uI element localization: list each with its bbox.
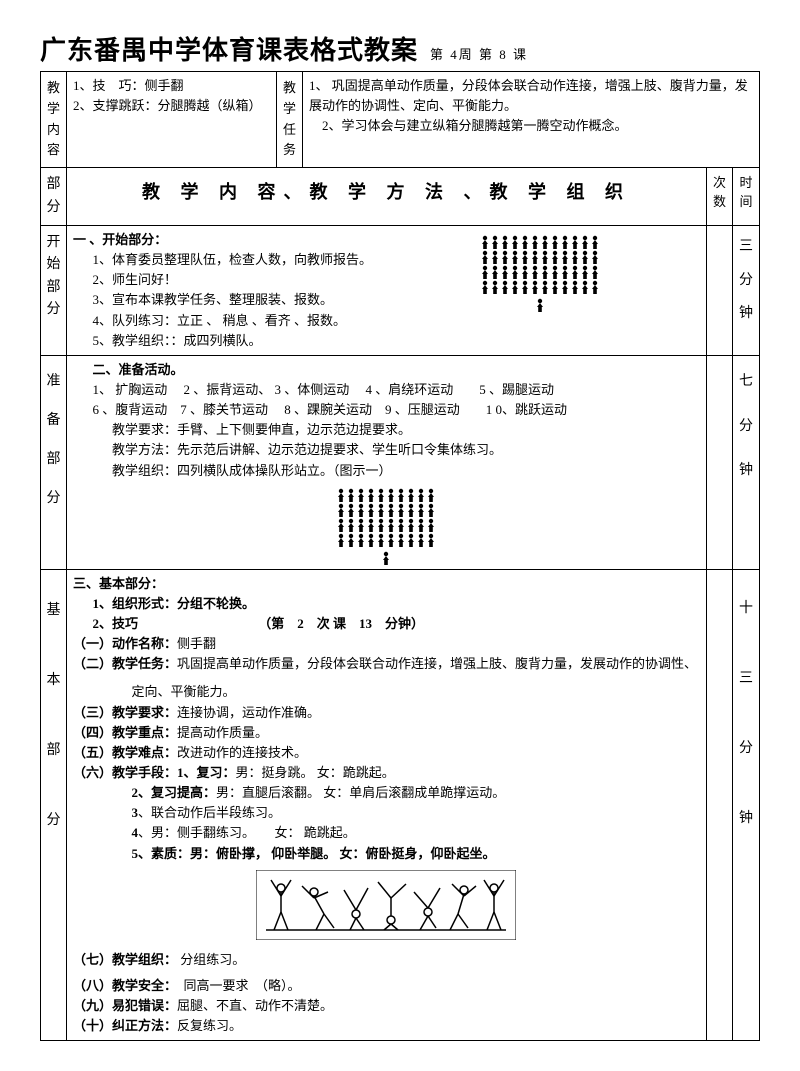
prep-req: 教学要求：手臂、上下侧要伸直，边示范边提要求。: [73, 420, 700, 440]
formation-diagram-1: [380, 234, 700, 312]
prep-content: 二、准备活动。 1、 扩胸运动 2 、振背运动、 3 、体侧运动 4 、肩绕环运…: [67, 355, 707, 569]
lesson-plan-table: 教学内容 1、技 巧：侧手翻 2、支撑跳跃：分腿腾越（纵箱） 教学任务 1、 巩…: [40, 71, 760, 1041]
basic-label: 基本部分: [41, 569, 67, 1041]
prep-org: 教学组织：四列横队成体操队形站立。（图示一）: [73, 461, 700, 481]
basic-l1: 1、组织形式：分组不轮换。: [73, 594, 700, 614]
basic-p7: （七）教学组织： 分组练习。: [73, 950, 700, 970]
prep-count: [706, 355, 732, 569]
col-part: 部分: [41, 168, 67, 226]
col-count: 次数: [706, 168, 732, 226]
cartwheel-diagram: [256, 870, 516, 940]
basic-p6b: 2、复习提高：男：直腿后滚翻。 女：单肩后滚翻成单跪撑运动。: [73, 783, 700, 803]
start-item: 3、宣布本课教学任务、整理服装、报数。: [73, 290, 380, 310]
basic-p6d: 4、男：侧手翻练习。 女： 跪跳起。: [73, 823, 700, 843]
basic-p1: （一）动作名称：侧手翻: [73, 634, 700, 654]
prep-exercises: 1、 扩胸运动 2 、振背运动、 3 、体侧运动 4 、肩绕环运动 5 、踢腿运…: [73, 380, 700, 420]
start-item: 4、队列练习：立正 、 稍息 、看齐 、报数。: [73, 311, 380, 331]
basic-title: 三、基本部分：: [73, 574, 700, 594]
basic-p2c: 定向、平衡能力。: [73, 682, 700, 702]
teaching-task-label: 教学任务: [277, 72, 303, 168]
basic-content: 三、基本部分： 1、组织形式：分组不轮换。 2、技巧 （第 2 次 课 13 分…: [67, 569, 707, 1041]
start-time: 三分钟: [733, 225, 760, 355]
lesson: 第 8 课: [479, 47, 528, 62]
basic-l2: 2、技巧: [93, 616, 139, 631]
basic-p8: （八）教学安全： 同高一要求 （略）。: [73, 976, 700, 996]
subtitle: 第 4周 第 8 课: [430, 44, 528, 63]
basic-p6c: 3、联合动作后半段练习。: [73, 803, 700, 823]
prep-title: 二、准备活动。: [73, 360, 700, 380]
col-time: 时间: [733, 168, 760, 226]
teaching-content-text: 1、技 巧：侧手翻 2、支撑跳跃：分腿腾越（纵箱）: [73, 76, 270, 116]
basic-p3: （三）教学要求：连接协调，运动作准确。: [73, 703, 700, 723]
start-content: 一 、开始部分： 1、体育委员整理队伍，检查人数，向教师报告。 2、师生问好！ …: [67, 225, 707, 355]
prep-method: 教学方法：先示范后讲解、边示范边提要求、学生听口令集体练习。: [73, 440, 700, 460]
basic-p4: （四）教学重点：提高动作质量。: [73, 723, 700, 743]
start-count: [706, 225, 732, 355]
basic-count: [706, 569, 732, 1041]
teaching-content-cell: 1、技 巧：侧手翻 2、支撑跳跃：分腿腾越（纵箱）: [67, 72, 277, 168]
basic-p6e: 5、素质：男：俯卧撑， 仰卧举腿。 女：俯卧挺身，仰卧起坐。: [73, 844, 700, 864]
basic-p2: （二）教学任务：巩固提高单动作质量，分段体会联合动作连接，增强上肢、腹背力量，发…: [73, 654, 700, 674]
basic-p5: （五）教学难点：改进动作的连接技术。: [73, 743, 700, 763]
start-title: 一 、开始部分：: [73, 230, 380, 250]
col-content-head: 教 学 内 容、教 学 方 法 、教 学 组 织: [67, 168, 707, 226]
week: 第 4周: [430, 47, 474, 62]
teaching-content-label: 教学内容: [41, 72, 67, 168]
start-item: 1、体育委员整理队伍，检查人数，向教师报告。: [73, 250, 380, 270]
teaching-task-text: 1、 巩固提高单动作质量，分段体会联合动作连接，增强上肢、腹背力量，发展动作的协…: [309, 76, 753, 136]
formation-diagram-2: [73, 487, 700, 565]
start-item: 2、师生问好！: [73, 270, 380, 290]
teaching-task-cell: 1、 巩固提高单动作质量，分段体会联合动作连接，增强上肢、腹背力量，发展动作的协…: [303, 72, 760, 168]
start-label: 开始部分: [41, 225, 67, 355]
basic-l2b: （第 2 次 课 13 分钟）: [258, 616, 424, 631]
basic-p10: （十）纠正方法：反复练习。: [73, 1016, 700, 1036]
basic-time: 十三分钟: [733, 569, 760, 1041]
prep-time: 七分钟: [733, 355, 760, 569]
start-item: 5、教学组织：：成四列横队。: [73, 331, 380, 351]
page-title: 广东番禺中学体育课表格式教案: [40, 30, 418, 67]
basic-p9: （九）易犯错误：屈腿、不直、动作不清楚。: [73, 996, 700, 1016]
basic-p6: （六）教学手段：1、复习：男：挺身跳。 女：跪跳起。: [73, 763, 700, 783]
prep-label: 准备部分: [41, 355, 67, 569]
